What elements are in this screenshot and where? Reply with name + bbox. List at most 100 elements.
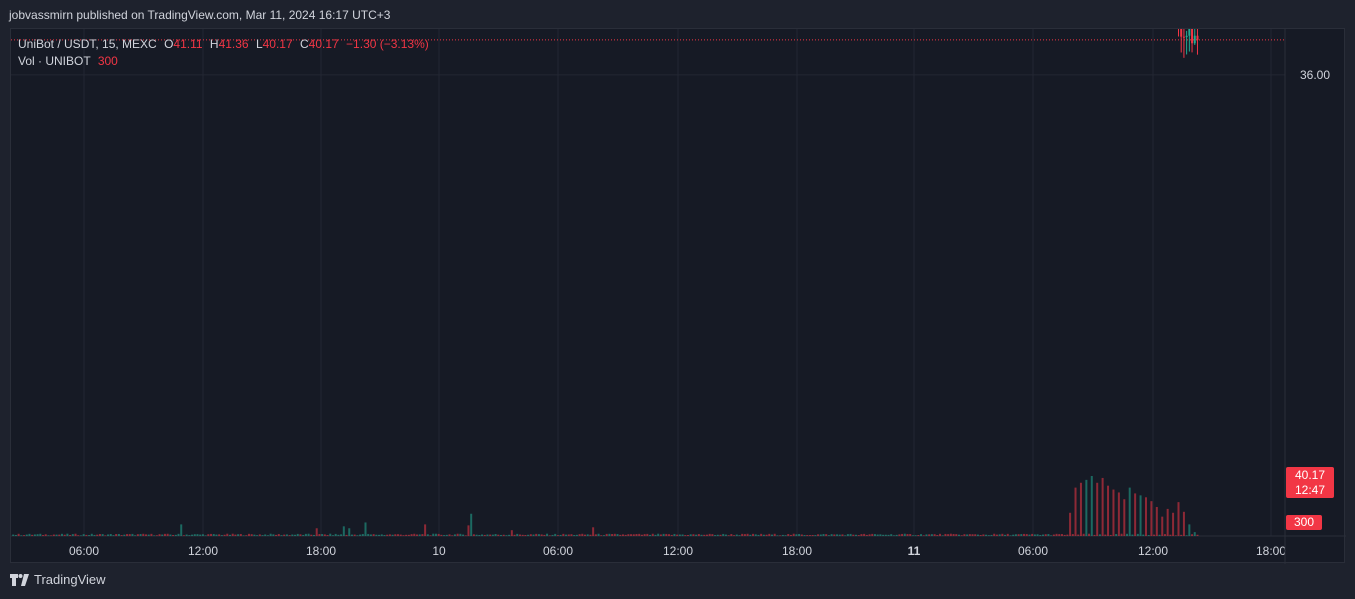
volume-bar: [1050, 535, 1053, 536]
volume-bar: [1120, 533, 1123, 536]
volume-bar: [833, 534, 836, 536]
volume-bar: [264, 534, 267, 536]
volume-bar: [597, 533, 600, 536]
volume-bar: [1177, 502, 1180, 536]
volume-bar: [1074, 487, 1077, 536]
symbol-label[interactable]: UniBot / USDT, 15, MEXC: [18, 37, 157, 51]
volume-bar: [1101, 477, 1104, 536]
volume-bar: [592, 527, 595, 536]
volume-bar: [898, 534, 901, 536]
x-tick-label: 11: [908, 544, 921, 558]
volume-bar: [229, 534, 231, 536]
volume-bar: [85, 534, 88, 536]
volume-bar: [676, 534, 679, 536]
volume-bar: [329, 533, 332, 536]
volume-bar: [697, 534, 700, 536]
volume-bar: [199, 534, 202, 536]
volume-bar: [77, 535, 80, 536]
volume-bar: [323, 534, 326, 536]
volume-bar: [1031, 533, 1034, 536]
volume-bar: [399, 534, 402, 536]
volume-bar: [1112, 489, 1115, 536]
volume-bar: [1196, 534, 1199, 536]
volume-bar: [1090, 476, 1093, 536]
volume-bar: [548, 535, 551, 536]
volume-bar: [543, 534, 546, 536]
candle-body: [1191, 29, 1194, 44]
volume-bar: [527, 534, 530, 536]
x-tick-label: 12:00: [1138, 544, 1168, 558]
volume-label[interactable]: Vol · UNIBOT: [18, 54, 91, 68]
volume-bar: [1193, 532, 1196, 536]
x-tick-label: 12:00: [663, 544, 693, 558]
volume-bar: [811, 534, 814, 536]
volume-bar: [177, 533, 180, 536]
volume-bar: [161, 534, 164, 536]
volume-bar: [407, 534, 410, 536]
volume-bar: [1063, 534, 1066, 536]
volume-bar: [166, 533, 169, 536]
volume-bar: [863, 533, 866, 536]
volume-bar: [275, 534, 278, 536]
volume-bar: [575, 534, 578, 536]
volume-bar: [1182, 511, 1185, 536]
volume-bar: [933, 534, 936, 536]
volume-bar: [827, 535, 830, 536]
volume-bar: [1023, 533, 1026, 536]
volume-bar: [892, 535, 895, 536]
volume-bar: [470, 513, 473, 536]
bar-countdown: 12:47: [1294, 483, 1326, 497]
volume-bar: [1004, 534, 1007, 536]
published-text: jobvassmirn published on TradingView.com…: [9, 8, 391, 22]
volume-bar: [540, 534, 543, 536]
volume-bar: [554, 533, 557, 536]
volume-bar: [120, 535, 123, 536]
volume-bar: [621, 534, 624, 536]
tradingview-logo[interactable]: TradingView: [10, 572, 106, 587]
high-label: H: [209, 37, 219, 51]
volume-bar: [193, 534, 196, 536]
volume-bar: [372, 534, 375, 536]
volume-bar: [36, 534, 39, 536]
volume-bar: [288, 535, 291, 536]
volume-bar: [941, 535, 944, 536]
volume-bar: [987, 535, 990, 536]
volume-bar: [415, 534, 418, 536]
volume-bar: [700, 534, 703, 536]
volume-bar: [686, 535, 689, 536]
chart-frame[interactable]: 92.0088.0084.0080.0076.0072.0068.0064.00…: [10, 28, 1346, 564]
volume-bar: [871, 533, 874, 536]
low-label: L: [255, 37, 263, 51]
x-tick-label: 18:00: [1256, 544, 1286, 558]
volume-bar: [1158, 534, 1161, 536]
volume-bar: [955, 534, 958, 536]
volume-bar: [142, 533, 145, 536]
volume-bar: [1180, 534, 1183, 536]
volume-bar: [52, 534, 55, 536]
candlestick-chart[interactable]: 92.0088.0084.0080.0076.0072.0068.0064.00…: [11, 29, 1346, 564]
volume-bar: [1136, 533, 1139, 536]
volume-bar: [619, 534, 622, 536]
volume-bar: [990, 534, 993, 536]
volume-bar: [784, 535, 787, 536]
volume-bar: [857, 535, 860, 536]
volume-bar: [993, 533, 996, 536]
low-value: 40.17: [262, 37, 293, 51]
volume-bar: [1033, 534, 1036, 536]
volume-bar: [844, 535, 847, 536]
volume-bar: [223, 534, 226, 536]
volume-bar: [28, 533, 31, 536]
volume-bar: [567, 534, 570, 536]
volume-bar: [521, 534, 524, 536]
volume-bar: [985, 534, 988, 536]
volume-bar: [104, 535, 107, 536]
volume-bar: [546, 533, 549, 536]
volume-bar: [922, 535, 925, 536]
volume-bar: [17, 533, 20, 536]
volume-bar: [237, 534, 240, 536]
volume-bar: [865, 534, 868, 536]
volume-bar: [1020, 534, 1023, 536]
volume-bar: [930, 534, 933, 536]
volume-bar: [158, 534, 161, 536]
volume-bar: [337, 534, 340, 536]
